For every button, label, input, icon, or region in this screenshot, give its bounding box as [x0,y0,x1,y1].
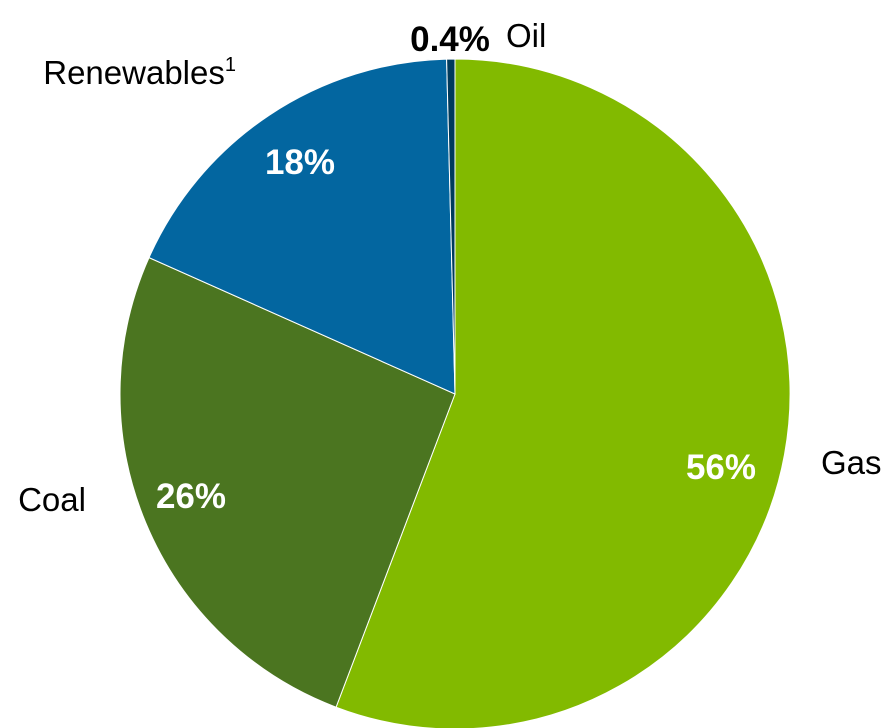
pie-slice-gas [335,58,791,728]
pie-slice-oil [446,58,456,395]
pie-slice-coal [119,256,456,708]
coal-value-label: 26% [156,477,226,516]
gas-value-label: 56% [686,448,756,487]
renewables-footnote-marker: 1 [225,54,236,76]
renewables-category-text: Renewables [43,54,225,91]
renewables-category-label: Renewables1 [43,54,236,91]
pie-slice-renewables [148,58,456,395]
oil-value-label: 0.4% [410,20,490,59]
renewables-value-label: 18% [265,143,335,182]
gas-category-label: Gas [821,444,882,481]
pie-labels: 56% 26% 18% 0.4% Gas Coal Renewables1 Oi… [18,17,881,518]
oil-category-label: Oil [506,17,546,54]
pie-slices [119,58,791,728]
coal-category-label: Coal [18,481,86,518]
